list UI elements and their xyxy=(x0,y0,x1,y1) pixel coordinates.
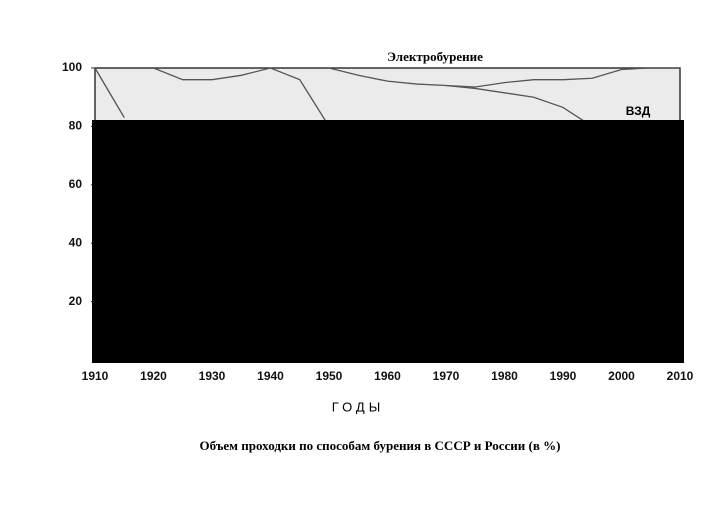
y-tick-label: 20 xyxy=(69,294,83,308)
y-tick-label: 100 xyxy=(62,60,82,74)
annotation: ВЗД xyxy=(626,104,651,118)
series-line xyxy=(445,67,680,88)
x-tick-label: 1940 xyxy=(257,369,284,383)
y-tick-label: 80 xyxy=(69,119,83,133)
x-tick-label: 1980 xyxy=(491,369,518,383)
annotation: Электробурение xyxy=(387,49,483,64)
series-line xyxy=(94,67,125,118)
x-tick-label: 2010 xyxy=(667,369,694,383)
x-axis-label: ГОДЫ xyxy=(332,399,384,414)
x-tick-label: 1990 xyxy=(550,369,577,383)
y-tick-label: 40 xyxy=(69,235,83,249)
x-tick-label: 1930 xyxy=(199,369,226,383)
chart-title: Объем проходки по способам бурения в ССС… xyxy=(200,438,561,453)
x-tick-label: 1950 xyxy=(316,369,343,383)
x-tick-label: 1920 xyxy=(140,369,167,383)
redaction-block xyxy=(92,120,684,363)
x-tick-label: 1970 xyxy=(433,369,460,383)
y-tick-label: 60 xyxy=(69,177,83,191)
series-line xyxy=(153,67,330,127)
x-tick-label: 1960 xyxy=(374,369,401,383)
x-tick-label: 1910 xyxy=(82,369,109,383)
x-tick-label: 2000 xyxy=(608,369,635,383)
series-line xyxy=(328,67,593,127)
